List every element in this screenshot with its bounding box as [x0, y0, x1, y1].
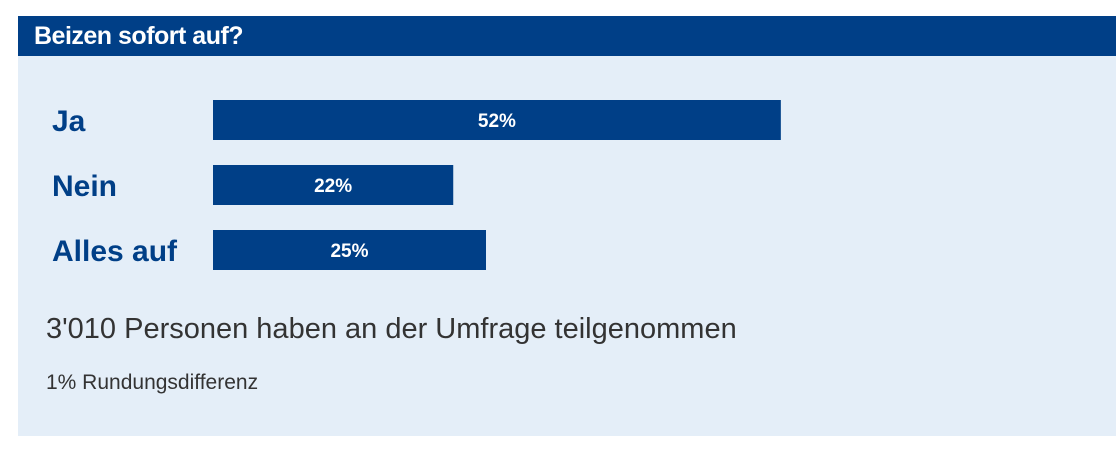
bar-value-label: 25%: [330, 241, 368, 262]
participants-count-text: 3'010 Personen haben an der Umfrage teil…: [46, 313, 737, 345]
bar: [213, 230, 486, 270]
bar: [213, 165, 454, 205]
poll-header: Beizen sofort auf?: [18, 16, 1116, 56]
bar-category-label: Ja: [52, 105, 86, 138]
rounding-note: 1% Rundungsdifferenz: [46, 371, 259, 394]
bar-category-label: Nein: [52, 170, 117, 203]
poll-title: Beizen sofort auf?: [34, 22, 244, 50]
poll-widget: Beizen sofort auf? Ja 52% Nein 22% Alles auf…: [18, 16, 1116, 436]
bar-category-label: Alles auf: [52, 235, 178, 268]
bar-value-label: 22%: [314, 176, 352, 197]
bar-value-label: 52%: [478, 111, 516, 132]
bar: [213, 100, 781, 140]
results-chart: Ja 52% Nein 22% Alles auf 25%: [52, 100, 781, 270]
